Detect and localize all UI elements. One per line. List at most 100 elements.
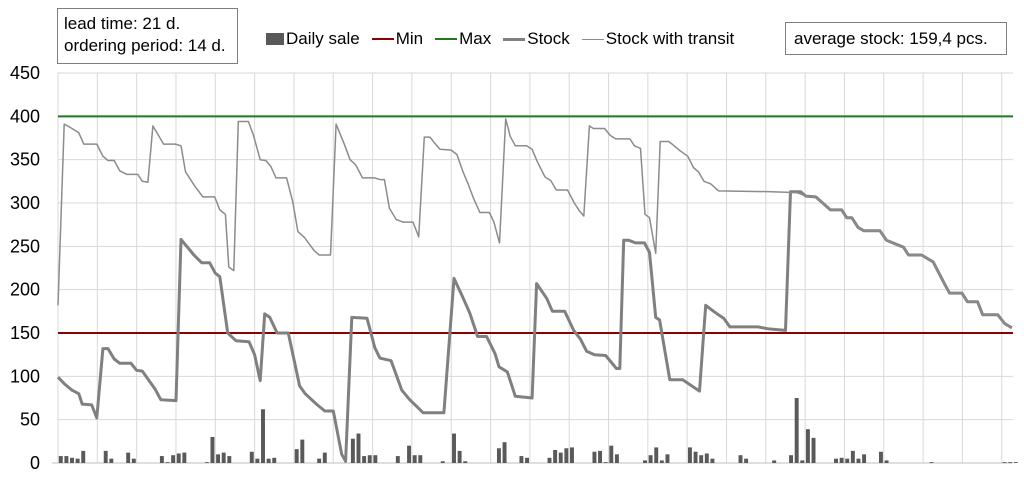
legend-label: Min (395, 29, 424, 48)
sale-bar (884, 460, 889, 463)
sale-bar (126, 452, 131, 463)
sale-bar (182, 452, 187, 463)
sale-bar (221, 452, 226, 463)
sale-bar (558, 452, 563, 463)
sale-bar (839, 457, 844, 463)
y-tick-label: 100 (10, 366, 40, 386)
legend-label: Max (459, 29, 492, 48)
sale-bar (412, 455, 417, 463)
ordering-period-text: ordering period: 14 d. (64, 36, 226, 55)
sale-bar (603, 462, 608, 463)
sale-bar (834, 458, 838, 463)
sale-bar (811, 437, 816, 463)
sale-bar (496, 448, 501, 463)
average-stock-box: average stock: 159,4 pcs. (785, 22, 1007, 55)
line-swatch-icon (581, 38, 604, 40)
sale-bar (665, 454, 670, 463)
sale-bar (1013, 462, 1018, 463)
parameters-box: lead time: 21 d. ordering period: 14 d. (57, 8, 238, 64)
y-tick-label: 350 (10, 150, 40, 170)
sale-bar (1008, 462, 1013, 463)
y-tick-label: 250 (10, 236, 40, 256)
lead-time-text: lead time: 21 d. (64, 14, 181, 33)
sale-bar (58, 456, 63, 463)
sale-bar (772, 460, 777, 463)
sale-bar (525, 457, 529, 463)
sale-bar (255, 458, 260, 463)
sale-bar (75, 458, 80, 463)
sale-bar (710, 458, 715, 463)
sale-bar (744, 458, 749, 463)
sale-bar (648, 455, 653, 463)
line-swatch-icon (435, 38, 458, 40)
sale-bar (176, 453, 181, 463)
sale-bar (598, 450, 603, 463)
sale-bar (1002, 462, 1007, 463)
sale-bar (356, 433, 361, 463)
sale-bar (70, 457, 74, 463)
sale-bar (159, 456, 164, 463)
sale-bar (929, 462, 934, 463)
line-swatch-icon (503, 37, 526, 41)
average-stock-text: average stock: 159,4 pcs. (794, 29, 988, 48)
legend-item-daily-sale: Daily sale (266, 29, 360, 49)
legend-item-min: Min (371, 29, 424, 49)
legend-label: Daily sale (286, 29, 360, 48)
sale-bar (800, 460, 805, 463)
sale-bar (294, 449, 299, 463)
y-tick-label: 400 (10, 106, 40, 126)
legend-label: Stock with transit (605, 29, 735, 48)
sale-bar (227, 456, 232, 463)
stock-with-transit-line (57, 118, 1013, 329)
sale-bar (862, 454, 867, 463)
sale-bar (322, 452, 327, 463)
line-swatch-icon (371, 38, 394, 40)
sale-bar (457, 450, 462, 463)
sale-bar (395, 456, 400, 463)
sale-bar (614, 454, 619, 463)
stock-line (56, 190, 1013, 463)
y-tick-label: 50 (20, 410, 40, 430)
sale-bar (643, 460, 647, 463)
y-tick-label: 300 (10, 193, 40, 213)
sale-bar (789, 455, 794, 463)
legend-label: Stock (527, 29, 570, 48)
y-tick-label: 0 (30, 453, 40, 473)
chart-legend: Daily sale Min Max Stock Stock with transit (266, 27, 746, 51)
sale-bar (171, 455, 176, 463)
sale-bar (878, 451, 883, 463)
sale-bar (699, 455, 704, 463)
sale-bar (261, 409, 265, 463)
legend-item-stock-with-transit: Stock with transit (581, 29, 735, 49)
sale-bar (103, 450, 108, 463)
sale-bar (463, 461, 468, 463)
sale-bar (272, 457, 277, 463)
sale-bar (64, 456, 69, 463)
sale-bar (216, 454, 221, 463)
sale-bar (654, 447, 659, 463)
sale-bar (519, 456, 524, 463)
sale-bar (204, 462, 209, 463)
sale-bar (418, 455, 423, 463)
y-tick-label: 450 (10, 63, 40, 83)
bar-swatch-icon (266, 33, 284, 45)
sale-bar (564, 448, 569, 463)
sale-bar (300, 439, 305, 463)
sale-bar (367, 455, 372, 463)
sale-bar (362, 456, 367, 463)
sale-bar (693, 451, 698, 463)
sale-bar (81, 450, 86, 463)
sale-bar (850, 450, 855, 463)
sale-bar (452, 433, 456, 463)
sale-bar (553, 450, 558, 463)
sale-bar (570, 447, 574, 463)
sale-bar (794, 398, 799, 463)
sale-bar (609, 445, 614, 463)
sale-bar (131, 458, 136, 463)
sale-bar (592, 451, 597, 463)
sale-bar (249, 451, 254, 463)
sale-bar (440, 461, 445, 463)
sale-bar (165, 462, 170, 463)
